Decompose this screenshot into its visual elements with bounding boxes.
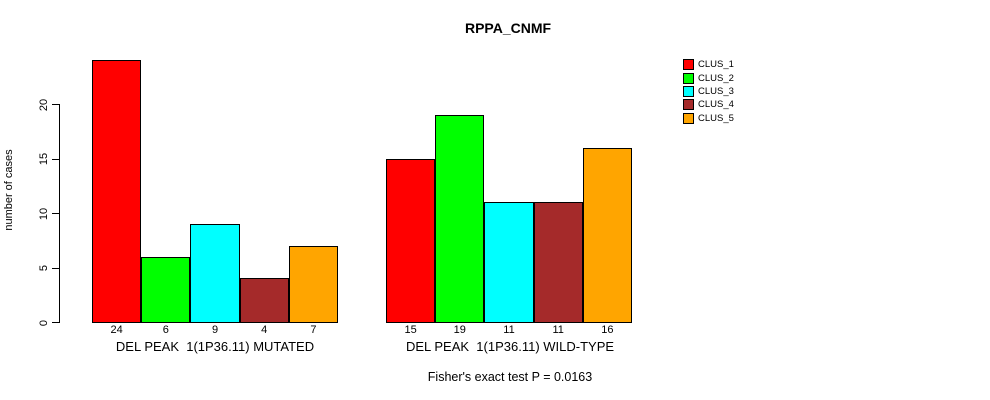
- legend-label: CLUS_3: [698, 85, 734, 97]
- bar-clus_1-group1: [92, 60, 142, 323]
- legend-label: CLUS_4: [698, 99, 734, 111]
- legend-swatch-icon: [683, 72, 694, 84]
- y-tick: [52, 213, 59, 214]
- y-tick-label: 0: [38, 319, 50, 326]
- bar-value-label: 15: [404, 324, 417, 336]
- bar-clus_4-group1: [239, 278, 289, 323]
- bar-clus_2-group2: [435, 114, 485, 323]
- bar-value-label: 4: [261, 324, 268, 336]
- legend-item: CLUS_2: [683, 71, 734, 84]
- bar-value-label: 16: [601, 324, 614, 336]
- y-axis-line: [59, 104, 60, 323]
- legend-item: CLUS_1: [683, 58, 734, 71]
- bar-value-label: 9: [211, 324, 219, 336]
- y-tick-label: 20: [38, 98, 50, 111]
- y-tick: [52, 322, 59, 323]
- legend-swatch-icon: [683, 112, 694, 124]
- chart-title: RPPA_CNMF: [464, 20, 552, 36]
- y-tick-label: 15: [38, 152, 50, 166]
- legend-item: CLUS_4: [683, 98, 734, 111]
- legend-swatch-icon: [683, 99, 694, 111]
- group-label-wild-type: DEL PEAK 1(1P36.11) WILD-TYPE: [405, 339, 615, 354]
- bar-clus_3-group1: [190, 223, 240, 323]
- y-tick: [52, 267, 59, 269]
- y-tick-label: 5: [38, 264, 50, 272]
- bar-clus_2-group1: [141, 256, 191, 323]
- fisher-test-annotation: Fisher's exact test P = 0.0163: [427, 370, 593, 384]
- bar-clus_1-group2: [386, 158, 436, 323]
- bar-value-label: 24: [110, 324, 123, 336]
- bar-value-label: 7: [310, 324, 317, 336]
- bar-clus_4-group2: [533, 202, 583, 323]
- legend-label: CLUS_5: [698, 112, 734, 124]
- bar-clus_3-group2: [484, 202, 534, 323]
- bar-clus_5-group2: [582, 147, 632, 323]
- bar-clus_5-group1: [288, 245, 338, 323]
- y-axis-label: number of cases: [3, 149, 15, 231]
- y-tick: [52, 158, 59, 160]
- legend-item: CLUS_5: [683, 112, 734, 125]
- y-tick-label: 10: [38, 207, 50, 220]
- bar-value-label: 11: [552, 324, 564, 336]
- legend: CLUS_1 CLUS_2 CLUS_3 CLUS_4 CLUS_5: [683, 58, 734, 125]
- legend-label: CLUS_2: [698, 72, 734, 84]
- legend-swatch-icon: [683, 85, 694, 97]
- legend-label: CLUS_1: [698, 59, 734, 71]
- bar-value-label: 6: [162, 324, 169, 336]
- bar-value-label: 11: [503, 324, 515, 336]
- group-label-mutated: DEL PEAK 1(1P36.11) MUTATED: [115, 339, 315, 354]
- legend-swatch-icon: [683, 59, 694, 71]
- y-tick: [52, 104, 59, 105]
- legend-item: CLUS_3: [683, 85, 734, 98]
- bar-value-label: 19: [453, 324, 466, 336]
